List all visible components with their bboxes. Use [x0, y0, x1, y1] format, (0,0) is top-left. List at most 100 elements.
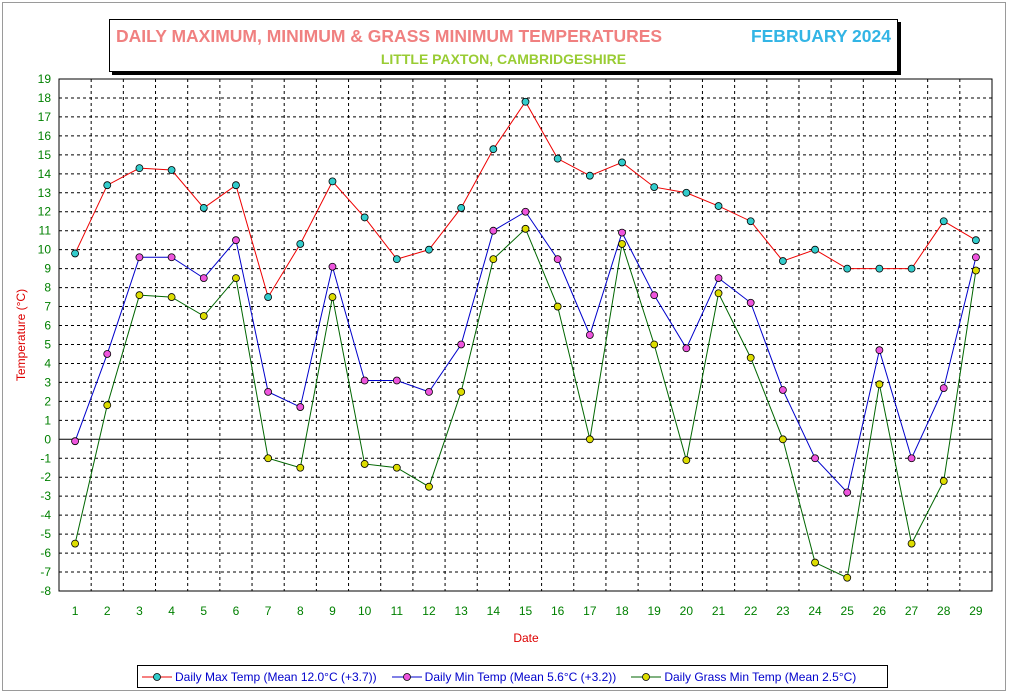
x-tick-label: 28: [937, 604, 951, 618]
data-point-max: [972, 236, 980, 245]
x-tick-label: 25: [841, 604, 855, 618]
data-point-max: [71, 249, 79, 258]
x-tick-label: 24: [808, 604, 822, 618]
data-point-min: [264, 387, 273, 396]
x-tick-label: 2: [104, 604, 111, 618]
data-point-min: [553, 255, 562, 264]
data-point-min: [682, 344, 691, 353]
data-point-grass: [135, 291, 144, 300]
data-point-grass: [585, 435, 594, 444]
data-point-min: [489, 226, 498, 235]
x-tick-label: 22: [744, 604, 758, 618]
data-point-grass: [103, 401, 112, 410]
x-tick-label: 29: [969, 604, 983, 618]
data-point-min: [167, 253, 176, 262]
data-point-grass: [650, 340, 659, 349]
data-point-grass: [618, 240, 626, 248]
data-point-grass: [199, 312, 208, 320]
data-point-max: [907, 264, 916, 273]
data-point-min: [972, 253, 980, 262]
grid: [58, 78, 993, 592]
legend: Daily Max Temp (Mean 12.0°C (+3.7)) Dail…: [137, 665, 888, 688]
x-tick-label: 18: [615, 604, 629, 618]
data-point-max: [457, 204, 466, 212]
data-point-max: [682, 188, 691, 197]
data-point-max: [843, 264, 852, 273]
x-tick-label: 6: [233, 604, 240, 618]
x-tick-label: 26: [873, 604, 887, 618]
x-tick-label: 23: [776, 604, 790, 618]
data-point-max: [650, 183, 659, 191]
data-point-min: [907, 454, 916, 463]
y-tick-label: 12: [38, 205, 52, 219]
legend-item-grass: Daily Grass Min Temp (Mean 2.5°C): [631, 670, 856, 684]
chart-title: DAILY MAXIMUM, MINIMUM & GRASS MINIMUM T…: [116, 26, 663, 46]
line-chart: -8-7-6-5-4-3-2-1012345678910111213141516…: [14, 72, 993, 645]
data-point-grass: [843, 573, 852, 582]
data-point-max: [489, 145, 498, 154]
data-point-min: [843, 488, 852, 497]
x-tick-label: 13: [454, 604, 468, 618]
data-point-max: [392, 255, 401, 264]
x-tick-label: 1: [72, 604, 79, 618]
data-point-min: [392, 376, 401, 385]
y-tick-label: 0: [44, 432, 51, 446]
data-point-grass: [425, 482, 433, 491]
data-point-grass: [553, 302, 562, 311]
data-point-grass: [682, 456, 691, 465]
x-tick-label: 27: [905, 604, 919, 618]
x-axis-label: Date: [513, 631, 539, 645]
data-point-max: [746, 217, 755, 226]
data-point-min: [746, 298, 755, 307]
legend-swatch-grass: [631, 672, 662, 681]
tick-labels: -8-7-6-5-4-3-2-1012345678910111213141516…: [38, 72, 983, 618]
y-tick-label: 4: [44, 356, 51, 370]
y-tick-label: 5: [44, 337, 51, 351]
data-point-max: [360, 213, 369, 222]
y-tick-label: -4: [40, 508, 51, 522]
x-tick-label: 3: [136, 604, 143, 618]
x-tick-label: 19: [648, 604, 662, 618]
y-axis-label: Temperature (°C): [14, 289, 28, 381]
y-tick-label: -5: [40, 527, 51, 541]
legend-swatch-min: [391, 672, 422, 681]
x-tick-label: 5: [200, 604, 207, 618]
data-point-max: [714, 202, 723, 210]
y-tick-label: 15: [38, 148, 52, 162]
legend-label-grass: Daily Grass Min Temp (Mean 2.5°C): [664, 669, 857, 684]
data-point-min: [360, 376, 369, 385]
data-point-min: [521, 207, 530, 216]
data-point-grass: [972, 266, 980, 275]
y-tick-label: 7: [44, 300, 51, 314]
data-point-max: [296, 240, 305, 248]
data-point-grass: [296, 463, 305, 472]
data-point-max: [328, 177, 337, 186]
y-tick-label: -7: [40, 565, 51, 579]
y-tick-label: 6: [44, 319, 51, 333]
x-tick-label: 4: [168, 604, 175, 618]
y-tick-label: -2: [40, 470, 51, 484]
y-tick-label: 11: [39, 224, 52, 238]
legend-swatch-max: [142, 672, 172, 681]
y-tick-label: 1: [44, 413, 51, 427]
data-point-min: [232, 236, 240, 245]
x-tick-label: 14: [487, 604, 501, 618]
y-tick-label: 9: [44, 262, 51, 276]
y-tick-label: 2: [44, 394, 51, 408]
y-tick-label: 13: [38, 186, 52, 200]
y-tick-label: -8: [40, 584, 51, 598]
data-point-grass: [907, 539, 916, 548]
data-point-max: [778, 257, 787, 265]
data-point-grass: [232, 274, 240, 283]
x-tick-label: 15: [519, 604, 533, 618]
data-point-grass: [714, 289, 723, 298]
data-point-grass: [392, 463, 401, 472]
data-point-min: [103, 350, 112, 358]
y-tick-label: 16: [38, 129, 52, 143]
data-point-min: [199, 274, 208, 283]
x-tick-label: 12: [422, 604, 436, 618]
legend-label-min: Daily Min Temp (Mean 5.6°C (+3.2)): [424, 669, 617, 684]
data-point-max: [232, 181, 240, 190]
data-point-max: [103, 181, 112, 190]
data-point-min: [778, 386, 787, 394]
